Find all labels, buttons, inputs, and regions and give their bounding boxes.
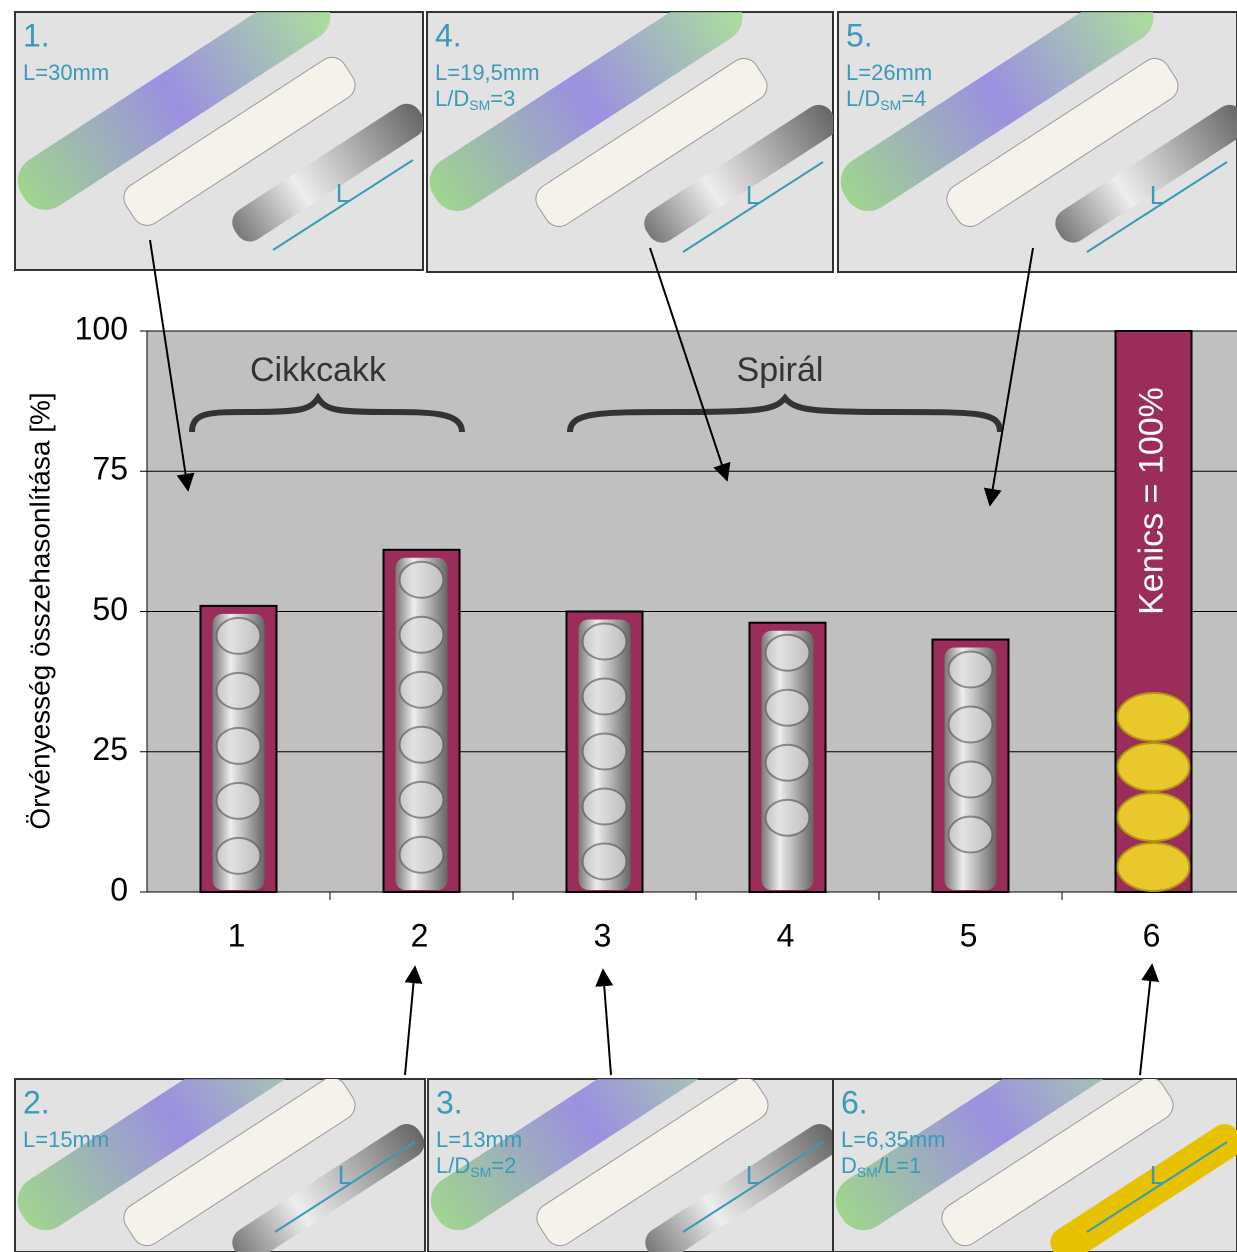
bar-image	[400, 837, 444, 873]
x-tick-label: 2	[411, 917, 429, 953]
text-segment: =3	[490, 86, 515, 111]
panel-number: 3.	[436, 1084, 463, 1120]
bar-image	[217, 838, 261, 874]
subscript: SM	[857, 1164, 878, 1180]
y-tick-label: 100	[75, 310, 128, 346]
bar-image	[766, 690, 810, 726]
subscript: SM	[880, 97, 901, 113]
inset-panel: L 1. L=30mm	[8, 0, 430, 270]
bar-image	[583, 679, 627, 715]
text-segment: L/D	[436, 1153, 470, 1178]
panel-text: L=26mm	[846, 60, 932, 85]
subscript: SM	[469, 97, 490, 113]
panel-text: L=13mm	[436, 1127, 522, 1152]
pointer-arrow	[405, 967, 415, 1075]
annotation: Cikkcakk	[250, 351, 387, 389]
bar-image	[217, 783, 261, 819]
bar-image	[949, 817, 993, 853]
y-axis-label: Örvényesség összehasonlítása [%]	[24, 392, 55, 829]
chart: Örvényesség összehasonlítása [%] Cikkcak…	[0, 0, 1237, 1252]
pointer-arrow	[1140, 965, 1152, 1075]
text-segment: D	[841, 1153, 857, 1178]
y-tick-label: 25	[92, 731, 128, 767]
bar-image	[400, 562, 444, 598]
bar-image	[949, 762, 993, 798]
panel-number: 5.	[846, 17, 873, 53]
panel-number: 2.	[23, 1084, 50, 1120]
x-tick-label: 3	[594, 917, 612, 953]
bar-image	[217, 673, 261, 709]
bar-image	[1118, 843, 1190, 891]
dimension-label: L	[746, 1160, 760, 1190]
panel-text: L=19,5mm	[435, 60, 540, 85]
bar-image	[1118, 793, 1190, 841]
text-segment: =2	[491, 1153, 516, 1178]
text-segment: =4	[901, 86, 926, 111]
dimension-label: L	[746, 180, 760, 210]
x-tick-label: 1	[228, 917, 246, 953]
text-segment: /L=1	[878, 1153, 921, 1178]
panel-text: L=30mm	[23, 60, 109, 85]
bar-image	[217, 618, 261, 654]
bar-image	[1118, 743, 1190, 791]
bar-image	[583, 624, 627, 660]
panel-text: L=15mm	[23, 1127, 109, 1152]
pointer-arrow	[603, 970, 611, 1075]
text-segment: L=19,5mm	[435, 60, 540, 85]
dimension-label: L	[338, 1160, 352, 1190]
dimension-label: L	[336, 178, 350, 208]
bar-image	[766, 635, 810, 671]
bar-image	[400, 672, 444, 708]
bar-image	[400, 617, 444, 653]
bar-image	[583, 789, 627, 825]
dimension-label: L	[1150, 180, 1164, 210]
panel-number: 4.	[435, 17, 462, 53]
panel-text: DSM/L=1	[841, 1153, 921, 1180]
text-segment: L=13mm	[436, 1127, 522, 1152]
y-tick-label: 0	[110, 871, 128, 907]
text-segment: L=15mm	[23, 1127, 109, 1152]
bar-image	[583, 734, 627, 770]
x-tick-label: 4	[777, 917, 795, 953]
panel-number: 1.	[23, 17, 50, 53]
panel-number: 6.	[841, 1084, 868, 1120]
text-segment: L=26mm	[846, 60, 932, 85]
x-tick-label: 6	[1143, 917, 1161, 953]
bar-image	[400, 782, 444, 818]
bar-image	[766, 800, 810, 836]
bar-image	[949, 652, 993, 688]
text-segment: L=6,35mm	[841, 1127, 946, 1152]
subscript: SM	[470, 1164, 491, 1180]
y-tick-label: 50	[92, 591, 128, 627]
x-tick-label: 5	[960, 917, 978, 953]
y-tick-label: 75	[92, 451, 128, 487]
bar-image	[583, 844, 627, 880]
text-segment: L=30mm	[23, 60, 109, 85]
dimension-label: L	[1150, 1160, 1164, 1190]
data-label: Kenics = 100%	[1132, 387, 1170, 615]
inset-panel: L 2. L=15mm	[8, 997, 430, 1252]
panel-text: L=6,35mm	[841, 1127, 946, 1152]
text-segment: L/D	[846, 86, 880, 111]
bar-image	[1118, 693, 1190, 741]
bar-image	[217, 728, 261, 764]
bar-image	[766, 745, 810, 781]
annotation: Spirál	[737, 351, 824, 389]
bar-image	[949, 707, 993, 743]
text-segment: L/D	[435, 86, 469, 111]
bar-image	[400, 727, 444, 763]
